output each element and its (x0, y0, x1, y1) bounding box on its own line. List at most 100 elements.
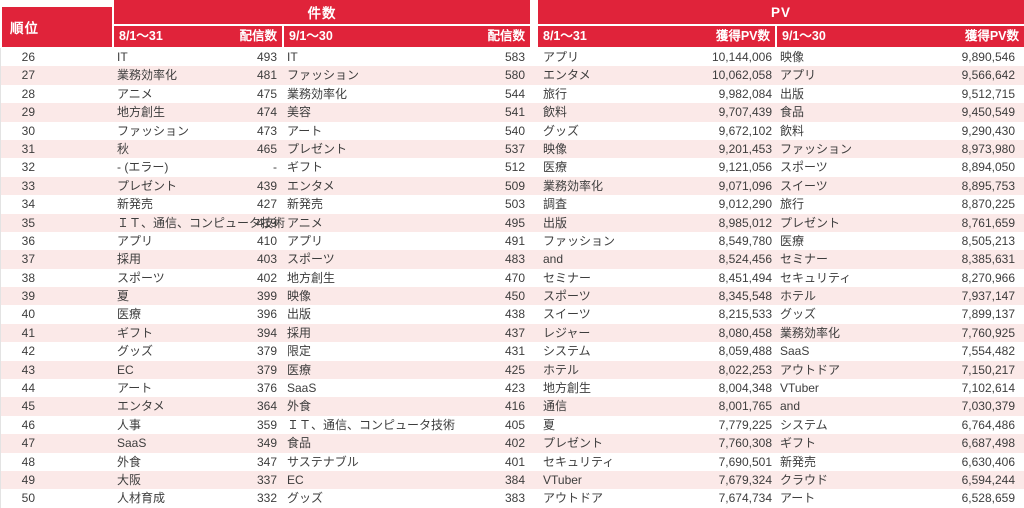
sep-topic-cell: ファッション (287, 68, 360, 83)
group-gap-cell (530, 453, 538, 471)
sep-count-cell: 540 (504, 123, 525, 138)
sep-topic-cell: 外食 (287, 399, 312, 414)
sep-count-cell: 405 (504, 417, 525, 432)
sep-pv-topic-cell: 旅行 (780, 197, 805, 212)
aug-topic-cell: 新発売 (117, 197, 154, 212)
table-row: 31 秋 465 プレゼント 537 映像 9,201,453 ファッション 8… (1, 139, 1024, 159)
pv-aug-period-header: 8/1〜31 (543, 29, 587, 43)
sep-pv-topic-cell: and (780, 399, 801, 414)
aug-topic-cell: 秋 (117, 141, 130, 156)
rank-cell: 29 (21, 105, 35, 120)
table-row: 46 人事 359 ＩＴ、通信、コンピュータ技術 405 夏 7,779,225… (1, 415, 1024, 435)
table-row: 32 - (エラー) - ギフト 512 医療 9,121,056 スポーツ 8… (1, 158, 1024, 177)
aug-pv-topic-cell: プレゼント (543, 436, 604, 451)
aug-pv-count-cell: 10,062,058 (711, 68, 772, 83)
aug-pv-topic-cell: 映像 (543, 141, 568, 156)
aug-pv-count-cell: 8,022,253 (718, 362, 772, 377)
aug-pv-count-cell: 8,524,456 (718, 252, 772, 267)
aug-pv-topic-cell: アプリ (543, 50, 580, 64)
sep-pv-topic-cell: ギフト (780, 436, 817, 451)
aug-pv-topic-cell: ファッション (543, 233, 616, 248)
group-gap-cell (530, 416, 538, 434)
sep-count-cell: 425 (504, 362, 525, 377)
group-gap-cell (530, 269, 538, 287)
group-gap-cell (530, 489, 538, 507)
sep-pv-topic-cell: セキュリティ (780, 270, 852, 285)
group-gap-cell (530, 324, 538, 342)
aug-count-cell: 402 (256, 270, 277, 285)
sep-pv-topic-cell: 飲料 (780, 123, 805, 138)
sep-topic-cell: スポーツ (287, 252, 335, 267)
aug-pv-count-cell: 10,144,006 (711, 50, 772, 64)
aug-pv-topic-cell: システム (543, 344, 591, 359)
kensu-group-header: 件数 (112, 0, 530, 26)
sep-pv-topic-cell: 新発売 (780, 454, 817, 469)
sep-count-cell: 512 (504, 160, 525, 175)
aug-pv-topic-cell: 夏 (543, 417, 556, 432)
sep-topic-cell: アニメ (287, 215, 323, 230)
sep-pv-count-cell: 8,973,980 (961, 141, 1015, 156)
aug-pv-count-cell: 7,779,225 (718, 417, 772, 432)
group-gap-cell (530, 250, 538, 268)
sep-topic-cell: IT (287, 50, 298, 64)
aug-pv-topic-cell: 業務効率化 (543, 178, 604, 193)
group-gap-cell (530, 361, 538, 379)
aug-topic-cell: グッズ (117, 344, 154, 359)
aug-pv-topic-cell: 医療 (543, 160, 568, 175)
sep-topic-cell: アート (287, 123, 323, 138)
group-gap-cell (530, 122, 538, 140)
aug-count-cell: 379 (256, 362, 277, 377)
aug-count-cell: 419 (256, 215, 277, 230)
sep-pv-count-cell: 6,687,498 (961, 436, 1015, 451)
rank-cell: 40 (21, 307, 35, 322)
group-gap-cell (530, 342, 538, 360)
table-row: 44 アート 376 SaaS 423 地方創生 8,004,348 VTube… (1, 379, 1024, 398)
sep-count-cell: 503 (504, 197, 525, 212)
aug-pv-count-cell: 9,672,102 (718, 123, 772, 138)
sep-pv-count-cell: 8,761,659 (961, 215, 1015, 230)
kensu-subheader-row: 8/1〜31 配信数 9/1〜30 配信数 (112, 26, 530, 47)
group-gap-cell (530, 232, 538, 250)
aug-pv-count-cell: 9,201,453 (718, 141, 772, 156)
sep-topic-cell: アプリ (287, 233, 324, 248)
sep-pv-topic-cell: クラウド (780, 472, 829, 487)
sep-topic-cell: ギフト (287, 160, 324, 175)
aug-topic-cell: プレゼント (117, 178, 178, 193)
sep-count-cell: 402 (504, 436, 525, 451)
aug-count-cell: 379 (256, 344, 277, 359)
rank-cell: 47 (21, 436, 35, 451)
group-gap-cell (530, 379, 538, 397)
sep-topic-cell: 新発売 (287, 197, 324, 212)
aug-topic-cell: EC (117, 362, 134, 377)
rank-cell: 46 (21, 417, 35, 432)
sep-pv-topic-cell: ホテル (780, 289, 817, 304)
rank-cell: 41 (21, 325, 35, 340)
group-gap-cell (530, 66, 538, 84)
sep-pv-count-cell: 6,594,244 (961, 472, 1015, 487)
aug-pv-count-cell: 8,004,348 (718, 381, 772, 396)
sep-count-cell: 495 (504, 215, 525, 230)
table-row: 45 エンタメ 364 外食 416 通信 8,001,765 and 7,03… (1, 397, 1024, 416)
table-body: 26 IT 493 IT 583 アプリ 10,144,006 映像 9,890… (0, 48, 1024, 508)
sep-count-cell: 544 (504, 86, 525, 101)
sep-pv-count-cell: 7,150,217 (961, 362, 1015, 377)
kensu-aug-metric-header: 配信数 (239, 29, 277, 43)
rank-cell: 30 (21, 123, 35, 138)
sep-pv-topic-cell: アプリ (780, 68, 817, 83)
table-row: 43 EC 379 医療 425 ホテル 8,022,253 アウトドア 7,1… (1, 360, 1024, 380)
sep-count-cell: 423 (504, 381, 525, 396)
aug-count-cell: 474 (256, 105, 277, 120)
kensu-sep-period-header: 9/1〜30 (282, 26, 460, 47)
table-row: 33 プレゼント 439 エンタメ 509 業務効率化 9,071,096 スイ… (1, 176, 1024, 196)
aug-topic-cell: 業務効率化 (117, 68, 178, 83)
table-row: 36 アプリ 410 アプリ 491 ファッション 8,549,780 医療 8… (1, 231, 1024, 251)
rank-cell: 43 (21, 362, 35, 377)
rank-cell: 27 (21, 68, 35, 83)
rank-cell: 50 (21, 491, 35, 506)
aug-pv-count-cell: 8,985,012 (718, 215, 772, 230)
table-header: 順位 件数 PV 8/1〜31 配信数 9/1〜30 配信数 8/1〜31 獲得… (0, 0, 1024, 47)
sep-count-cell: 437 (504, 325, 525, 340)
sep-pv-count-cell: 6,528,659 (961, 491, 1015, 506)
aug-topic-cell: ファッション (117, 123, 190, 138)
